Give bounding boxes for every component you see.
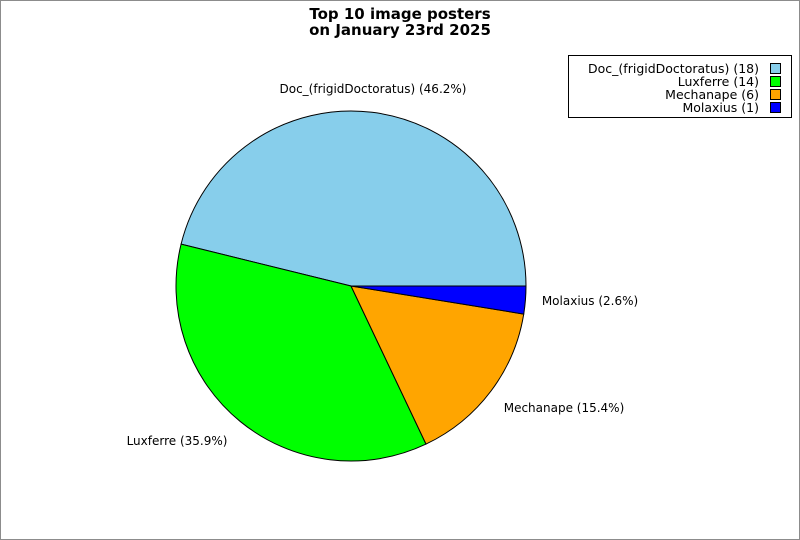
- legend-label-mechanape: Mechanape (6): [665, 87, 759, 102]
- pie-slice-luxferre: [175, 243, 427, 462]
- legend-swatch-molaxius: [770, 102, 781, 113]
- legend-item-molaxius: Molaxius (1): [682, 101, 781, 114]
- slice-label-luxferre: Luxferre (35.9%): [127, 434, 228, 448]
- slice-label-molaxius: Molaxius (2.6%): [542, 294, 638, 308]
- legend-item-mechanape: Mechanape (6): [665, 88, 781, 101]
- slice-label-mechanape: Mechanape (15.4%): [504, 401, 625, 415]
- chart-title-line-1: Top 10 image posters: [309, 5, 491, 23]
- legend-swatch-luxferre: [770, 76, 781, 87]
- legend-item-doc: Doc_(frigidDoctoratus) (18): [588, 62, 781, 75]
- chart-legend: Doc_(frigidDoctoratus) (18) Luxferre (14…: [568, 55, 792, 118]
- legend-item-luxferre: Luxferre (14): [678, 75, 781, 88]
- pie-slice-mechanape: [350, 285, 525, 445]
- chart-title: Top 10 image posters on January 23rd 202…: [1, 6, 799, 38]
- legend-swatch-mechanape: [770, 89, 781, 100]
- pie-slice-molaxius: [350, 285, 527, 315]
- legend-label-doc: Doc_(frigidDoctoratus) (18): [588, 61, 759, 76]
- pie-slice-doc-frigiddoctoratus: [180, 110, 527, 287]
- legend-label-luxferre: Luxferre (14): [677, 74, 759, 89]
- legend-swatch-doc: [770, 63, 781, 74]
- slice-label-doc-frigiddoctoratus: Doc_(frigidDoctoratus) (46.2%): [280, 82, 467, 96]
- legend-label-molaxius: Molaxius (1): [682, 100, 759, 115]
- chart-title-line-2: on January 23rd 2025: [309, 21, 491, 39]
